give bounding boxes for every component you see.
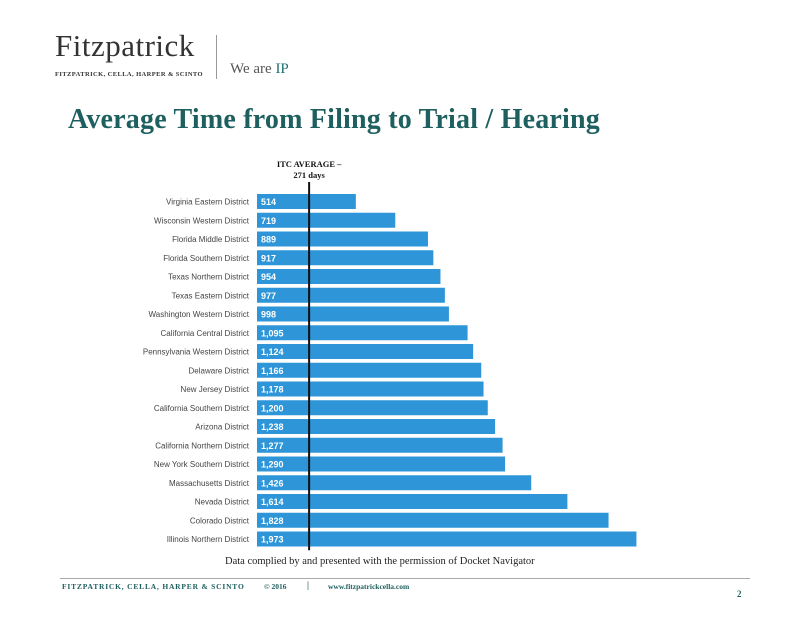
bar: [257, 344, 474, 359]
bar: [257, 381, 484, 397]
bar: [257, 437, 503, 453]
bar-chart: 514 Virginia Eastern District 719 Wisconsin…: [143, 159, 637, 551]
bar-value-label: 1,277: [261, 441, 284, 451]
bar-value-label: 514: [261, 197, 276, 207]
logo-divider: [216, 35, 217, 79]
bar: [257, 512, 609, 528]
bar: [257, 194, 356, 209]
bar-value-label: 1,828: [261, 516, 284, 526]
bar: [257, 362, 482, 378]
bar-value-label: 1,973: [261, 535, 284, 545]
category-label: Wisconsin Western District: [154, 216, 250, 225]
bar-value-label: 1,095: [261, 328, 284, 338]
itc-average-label: ITC AVERAGE –: [277, 159, 342, 169]
bar: [257, 419, 496, 434]
footer-website-link[interactable]: www.fitzpatrickcella.com: [328, 582, 410, 591]
category-label: California Northern District: [155, 441, 250, 450]
footer-firm-name: FITZPATRICK, CELLA, HARPER & SCINTO: [62, 582, 245, 591]
bar: [257, 456, 506, 472]
tagline: We are IP: [230, 61, 289, 78]
page-title: Average Time from Filing to Trial / Hear…: [68, 104, 600, 135]
bar: [257, 231, 428, 247]
bar-value-label: 1,178: [261, 385, 284, 395]
category-label: California Central District: [161, 329, 250, 338]
category-label: Pennsylvania Western District: [143, 348, 250, 357]
bar: [257, 287, 445, 303]
category-label: Texas Northern District: [168, 273, 250, 282]
bar-value-label: 917: [261, 253, 276, 263]
bar: [257, 306, 449, 322]
bar: [257, 250, 434, 266]
category-label: Nevada District: [195, 498, 250, 507]
category-label: Texas Eastern District: [172, 291, 250, 300]
bar: [257, 494, 568, 509]
bar-value-label: 1,290: [261, 460, 284, 470]
footer-rule: [60, 578, 750, 579]
bar-value-label: 719: [261, 216, 276, 226]
bar: [257, 325, 468, 341]
category-label: California Southern District: [154, 404, 250, 413]
bar-value-label: 998: [261, 310, 276, 320]
category-label: Illinois Northern District: [167, 535, 250, 544]
bar-value-label: 1,200: [261, 403, 284, 413]
category-label: Florida Southern District: [163, 254, 250, 263]
footer-copyright: © 2016: [264, 582, 287, 591]
bar-value-label: 1,124: [261, 347, 284, 357]
logo-subtitle: FITZPATRICK, CELLA, HARPER & SCINTO: [55, 71, 203, 78]
category-label: Florida Middle District: [172, 235, 250, 244]
bar-value-label: 889: [261, 235, 276, 245]
source-note: Data complied by and presented with the …: [225, 556, 535, 567]
bar-value-label: 1,166: [261, 366, 284, 376]
category-label: Colorado District: [190, 516, 250, 525]
bar-value-label: 977: [261, 291, 276, 301]
logo-wordmark: Fitzpatrick: [55, 28, 195, 63]
category-label: Massachusetts District: [169, 479, 250, 488]
bar-value-label: 954: [261, 272, 276, 282]
bar-value-label: 1,238: [261, 422, 284, 432]
category-label: New York Southern District: [154, 460, 250, 469]
bar: [257, 269, 441, 284]
bar: [257, 212, 396, 228]
bar: [257, 400, 488, 416]
tagline-accent: IP: [275, 61, 289, 77]
tagline-prefix: We are: [230, 61, 276, 77]
bar-value-label: 1,614: [261, 497, 284, 507]
itc-average-days-label: 271 days: [293, 170, 325, 180]
bar: [257, 475, 532, 491]
category-label: Arizona District: [195, 423, 250, 432]
category-label: Virginia Eastern District: [166, 198, 250, 207]
footer-separator: |: [307, 580, 309, 590]
category-label: New Jersey District: [181, 385, 250, 394]
page-number: 2: [737, 589, 742, 599]
bar-value-label: 1,426: [261, 478, 284, 488]
category-label: Delaware District: [189, 366, 250, 375]
category-label: Washington Western District: [149, 310, 250, 319]
bar: [257, 531, 637, 547]
